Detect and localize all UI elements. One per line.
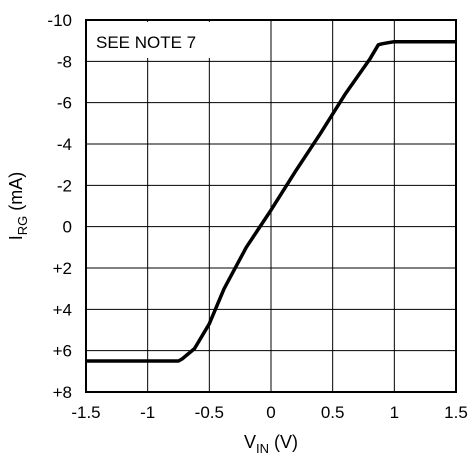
y-tick-label: +4: [53, 300, 72, 319]
x-axis-label: VIN (V): [244, 432, 298, 456]
x-tick-label: 1: [390, 403, 399, 422]
y-tick-label: -6: [57, 94, 72, 113]
y-tick-label: -2: [57, 176, 72, 195]
x-axis-label-unit: (V): [269, 432, 298, 452]
plot-frame: [85, 19, 457, 393]
annotation-background: [88, 22, 212, 58]
grid: [85, 19, 457, 393]
y-axis-label-unit: (mA): [6, 172, 26, 216]
y-tick-labels: -10 -8 -6 -4 -2 0 +2 +4 +6 +8: [47, 11, 72, 402]
x-tick-label: -1.5: [71, 403, 100, 422]
y-axis-label: IRG (mA): [6, 172, 30, 241]
y-tick-label: -8: [57, 52, 72, 71]
y-axis-label-sub: RG: [15, 216, 30, 236]
x-tick-label: -0.5: [195, 403, 224, 422]
y-tick-label: -10: [47, 11, 72, 30]
y-tick-label: +2: [53, 259, 72, 278]
x-tick-labels: -1.5 -1 -0.5 0 0.5 1 1.5: [71, 403, 467, 422]
x-tick-label: 0: [266, 403, 275, 422]
x-tick-label: 0.5: [321, 403, 345, 422]
y-tick-label: +8: [53, 383, 72, 402]
x-tick-label: -1: [140, 403, 155, 422]
annotation-note: SEE NOTE 7: [96, 33, 196, 52]
y-axis-label-main: I: [6, 235, 26, 240]
x-axis-label-sub: IN: [256, 441, 269, 456]
x-tick-label: 1.5: [444, 403, 468, 422]
y-tick-label: -4: [57, 135, 72, 154]
y-tick-label: 0: [63, 218, 72, 237]
y-tick-label: +6: [53, 342, 72, 361]
x-axis-label-main: V: [244, 432, 256, 452]
curve-layer: [86, 39, 456, 363]
series-line: [86, 39, 456, 363]
